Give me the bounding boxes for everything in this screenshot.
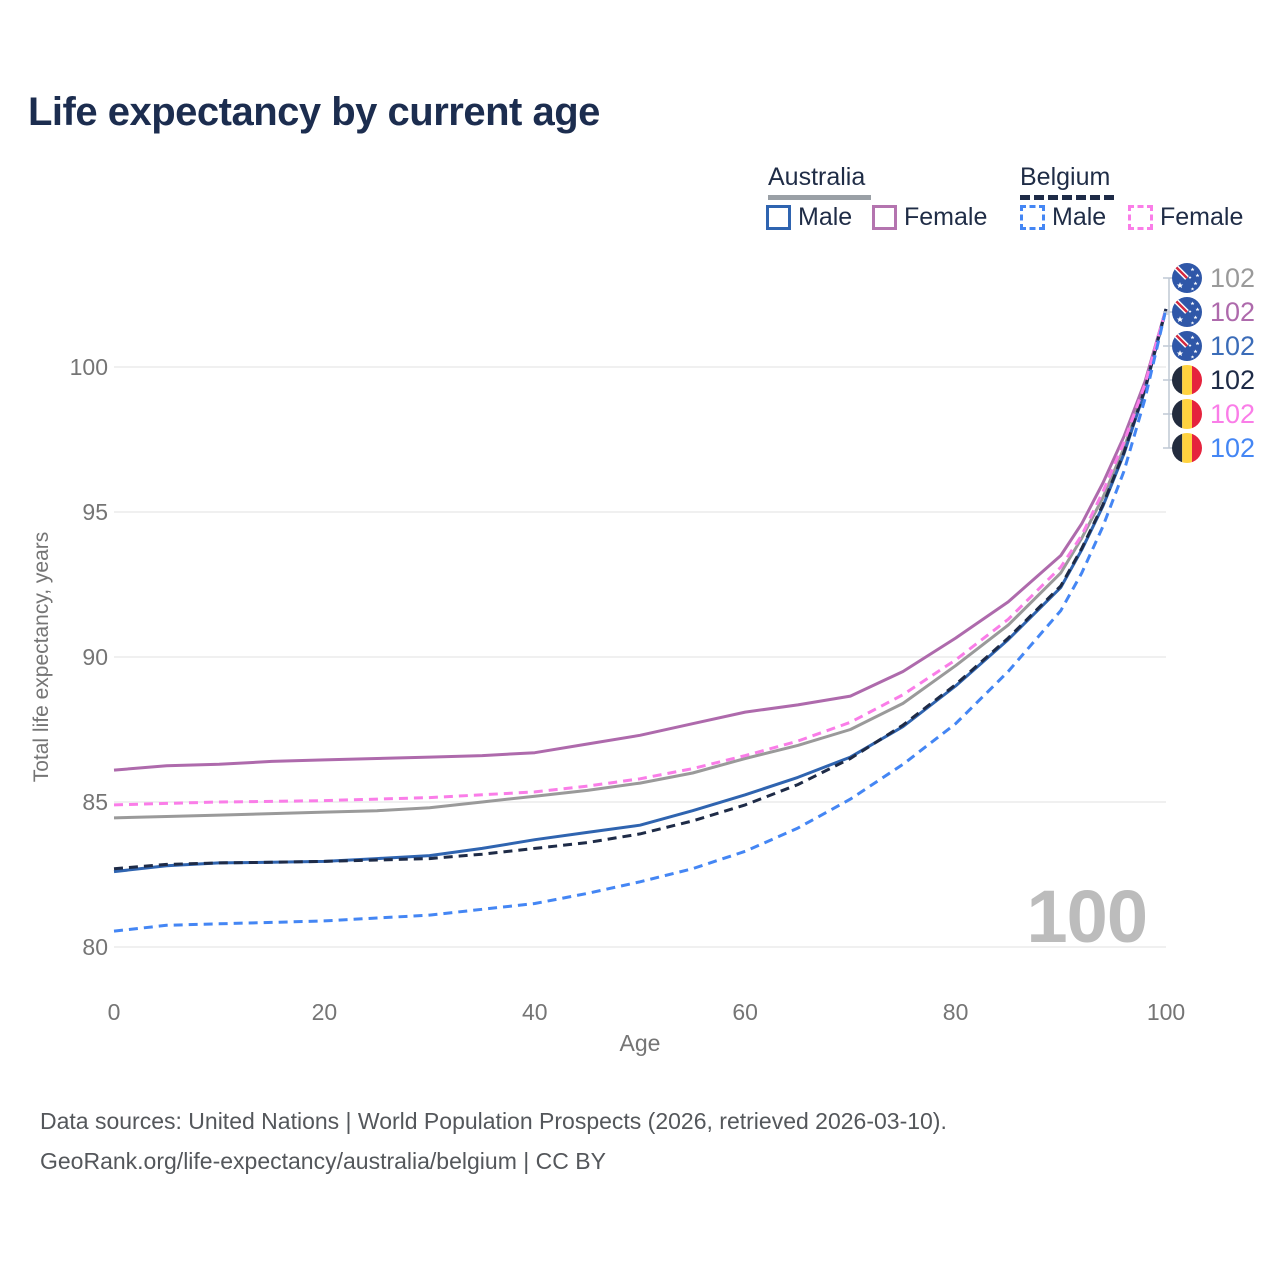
belgium-male-swatch-icon — [1020, 205, 1045, 230]
end-label-belgium-both: 102 — [1172, 365, 1255, 395]
attribution-note: GeoRank.org/life-expectancy/australia/be… — [40, 1148, 606, 1174]
end-value: 102 — [1210, 331, 1256, 361]
end-value: 102 — [1210, 399, 1256, 429]
legend-item-belgium-female[interactable]: Female — [1128, 203, 1243, 232]
legend-group-australia-label: Australia — [768, 163, 866, 191]
legend-item-label: Female — [904, 203, 988, 231]
series-line-australia-male — [113, 308, 1168, 874]
axis-labels: 80 85 90 95 100 0 20 40 60 80 100 Age Total life exp… — [30, 354, 1185, 1056]
x-tick-80: 80 — [943, 999, 969, 1025]
australia-solid-line-swatch — [768, 195, 871, 200]
end-label-australia-female: 102 — [1172, 297, 1255, 327]
y-tick-90: 90 — [82, 644, 108, 670]
series-line-belgium-female — [113, 308, 1168, 807]
belgium-flag-icon — [1172, 399, 1202, 429]
legend-item-label: Male — [1052, 203, 1107, 231]
legend-item-belgium-male[interactable]: Male — [1020, 203, 1106, 232]
x-tick-100: 100 — [1147, 999, 1185, 1025]
legend-group-belgium: Belgium — [1020, 163, 1114, 200]
gridlines — [114, 366, 1166, 948]
legend-item-australia-male[interactable]: Male — [766, 203, 852, 232]
x-axis-title: Age — [620, 1030, 661, 1056]
leader-bracket — [1166, 278, 1170, 448]
end-value: 102 — [1210, 433, 1256, 463]
legend-item-australia-female[interactable]: Female — [872, 203, 987, 232]
belgium-flag-icon — [1172, 365, 1202, 395]
series-line-belgium-male — [113, 308, 1168, 933]
end-value: 102 — [1210, 297, 1256, 327]
australia-male-swatch-icon — [766, 205, 791, 230]
y-axis-title: Total life expectancy, years — [30, 532, 53, 783]
legend-group-belgium-label: Belgium — [1020, 163, 1111, 191]
australia-flag-icon — [1172, 297, 1202, 327]
series-line-australia-both — [113, 308, 1168, 820]
end-value: 102 — [1210, 365, 1256, 395]
end-label-australia-male: 102 — [1172, 331, 1255, 361]
australia-flag-icon — [1172, 331, 1202, 361]
y-tick-85: 85 — [82, 789, 108, 815]
belgium-dashed-line-swatch — [1020, 195, 1114, 200]
legend-item-label: Female — [1160, 203, 1244, 231]
series-lines — [113, 308, 1168, 933]
series-line-australia-female — [113, 308, 1168, 772]
end-label-belgium-female: 102 — [1172, 399, 1255, 429]
legend-item-label: Male — [798, 203, 853, 231]
legend-group-australia: Australia — [768, 163, 871, 200]
y-tick-95: 95 — [82, 499, 108, 525]
y-tick-100: 100 — [70, 354, 108, 380]
x-tick-40: 40 — [522, 999, 548, 1025]
page-title: Life expectancy by current age — [28, 90, 600, 134]
series-line-belgium-both — [113, 308, 1168, 871]
australia-flag-icon — [1172, 263, 1202, 293]
age-watermark: 100 — [1026, 875, 1148, 958]
belgium-flag-icon — [1172, 433, 1202, 463]
y-tick-80: 80 — [82, 934, 108, 960]
data-sources-note: Data sources: United Nations | World Pop… — [40, 1108, 947, 1134]
end-label-australia-both: 102 — [1172, 263, 1255, 293]
life-expectancy-chart: 80 85 90 95 100 0 20 40 60 80 100 Age Total life exp… — [30, 277, 1185, 1056]
x-tick-20: 20 — [312, 999, 338, 1025]
x-tick-60: 60 — [732, 999, 758, 1025]
end-value: 102 — [1210, 263, 1256, 293]
end-label-belgium-male: 102 — [1172, 433, 1255, 463]
australia-female-swatch-icon — [872, 205, 897, 230]
belgium-female-swatch-icon — [1128, 205, 1153, 230]
x-tick-0: 0 — [108, 999, 121, 1025]
